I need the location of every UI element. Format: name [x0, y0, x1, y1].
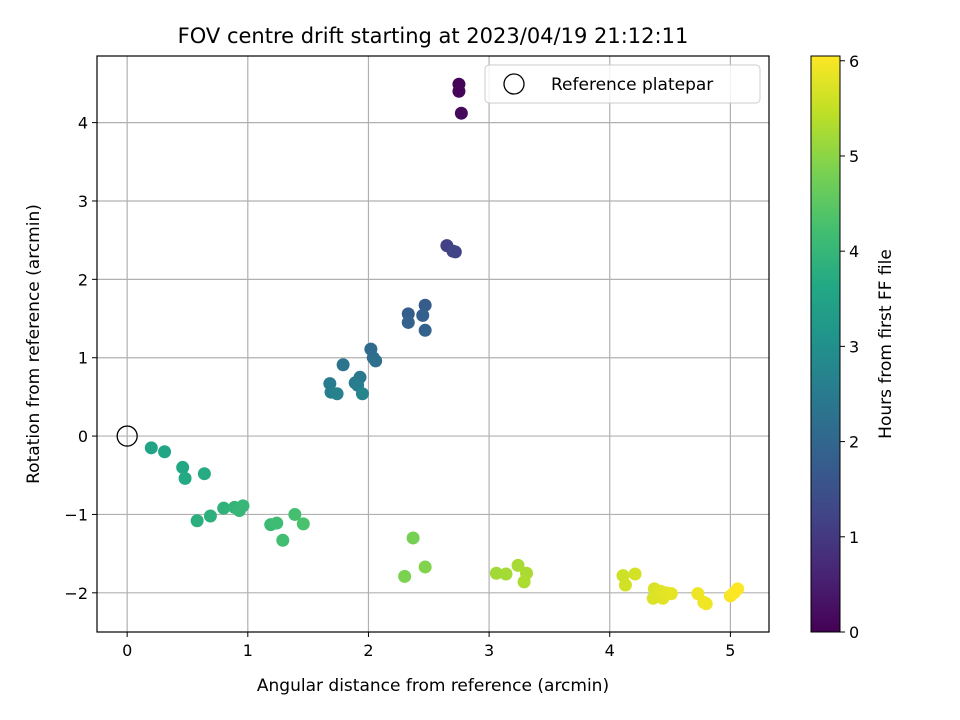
data-point	[232, 504, 246, 518]
x-axis-label: Angular distance from reference (arcmin)	[257, 676, 609, 696]
data-point	[418, 560, 432, 574]
data-point	[452, 84, 466, 98]
colorbar-tick-label: 1	[849, 528, 859, 547]
data-point	[618, 578, 632, 592]
data-point	[330, 387, 344, 401]
data-point	[454, 106, 468, 120]
data-point	[416, 308, 430, 322]
colorbar-ticks: 0 1 2 3 4 5 6	[840, 52, 859, 642]
data-point	[664, 587, 678, 601]
data-point	[699, 597, 713, 611]
colorbar-tick-label: 5	[849, 147, 859, 166]
data-point	[448, 245, 462, 259]
legend-box	[484, 64, 761, 104]
data-point	[418, 323, 432, 337]
plot-frame	[96, 55, 770, 633]
x-tick-label: 5	[725, 641, 735, 660]
data-point	[731, 582, 745, 596]
data-point	[178, 471, 192, 485]
x-tick-label: 0	[122, 641, 132, 660]
y-axis: −2 −1 0 1 2 3 4	[64, 114, 97, 603]
data-point	[203, 509, 217, 523]
colorbar-gradient	[810, 55, 841, 633]
data-point	[336, 358, 350, 372]
x-tick-label: 4	[605, 641, 615, 660]
colorbar-tick-label: 2	[849, 433, 859, 452]
data-point	[190, 514, 204, 528]
x-tick-label: 2	[363, 641, 373, 660]
chart-title: FOV centre drift starting at 2023/04/19 …	[178, 24, 689, 48]
y-tick-label: 1	[78, 349, 88, 368]
colorbar: 0 1 2 3 4 5 6 Hours from first FF file	[810, 52, 896, 642]
data-point	[489, 566, 503, 580]
x-tick-label: 3	[484, 641, 494, 660]
data-point	[197, 467, 211, 481]
grid-lines	[97, 56, 769, 632]
legend-label: Reference platepar	[551, 75, 713, 95]
colorbar-tick-label: 6	[849, 52, 859, 71]
y-tick-label: 4	[78, 114, 88, 133]
data-point	[511, 558, 525, 572]
data-point	[144, 441, 158, 455]
data-point	[270, 516, 284, 530]
colorbar-tick-label: 0	[849, 623, 859, 642]
reference-marker	[116, 425, 138, 447]
data-point	[158, 445, 172, 459]
legend: Reference platepar	[484, 64, 761, 104]
data-points	[144, 77, 745, 611]
data-point	[499, 567, 513, 581]
data-point	[418, 298, 432, 312]
x-tick-label: 1	[243, 641, 253, 660]
y-axis-label: Rotation from reference (arcmin)	[24, 204, 44, 484]
data-point	[628, 567, 642, 581]
data-point	[355, 387, 369, 401]
data-point	[401, 315, 415, 329]
data-point	[369, 354, 383, 368]
data-point	[217, 501, 231, 515]
data-point	[517, 575, 531, 589]
data-point	[288, 507, 302, 521]
data-point	[398, 569, 412, 583]
y-tick-label: 2	[78, 270, 88, 289]
colorbar-tick-label: 3	[849, 337, 859, 356]
data-point	[406, 531, 420, 545]
data-point	[176, 460, 190, 474]
colorbar-tick-label: 4	[849, 242, 859, 261]
y-tick-label: 3	[78, 192, 88, 211]
reference-marker-group	[116, 425, 138, 447]
data-point	[276, 533, 290, 547]
y-tick-label: −1	[64, 505, 88, 524]
y-tick-label: −2	[64, 584, 88, 603]
y-tick-label: 0	[78, 427, 88, 446]
colorbar-label: Hours from first FF file	[876, 249, 896, 439]
data-point	[296, 517, 310, 531]
x-axis: 0 1 2 3 4 5	[122, 632, 735, 660]
legend-reference-marker	[503, 73, 525, 95]
